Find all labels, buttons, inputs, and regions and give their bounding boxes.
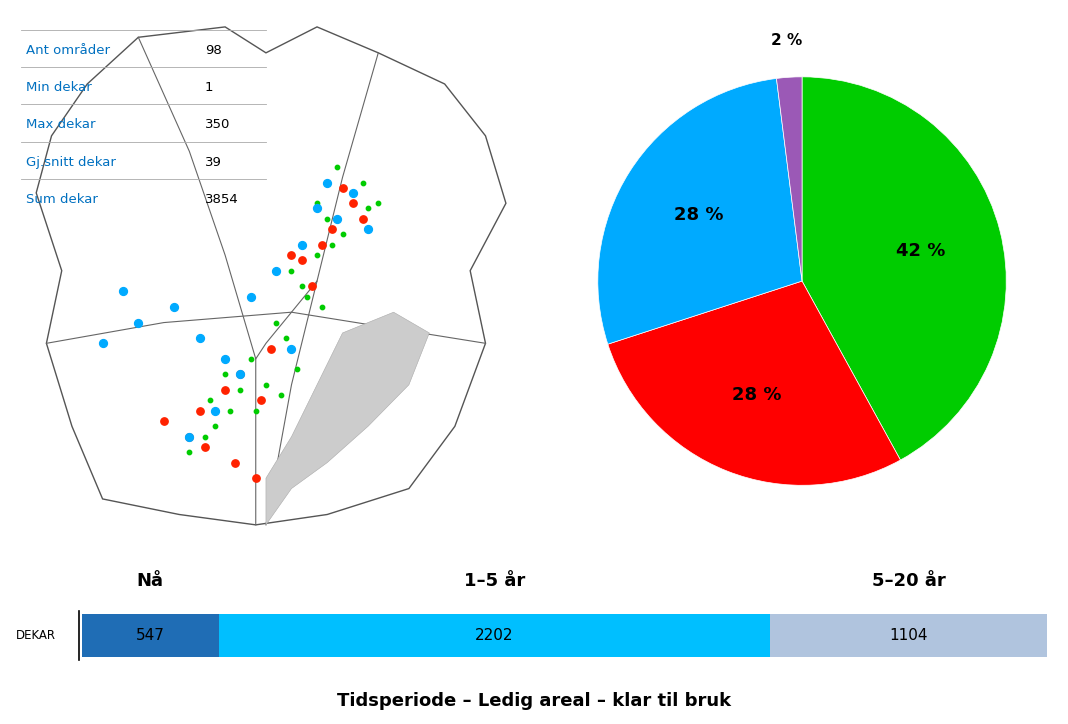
Point [344, 187, 361, 198]
Text: Ant områder: Ant områder [26, 43, 110, 56]
Point [114, 286, 131, 298]
Text: 98: 98 [205, 43, 221, 56]
Point [206, 405, 223, 416]
Text: Tidsperiode – Ledig areal – klar til bruk: Tidsperiode – Ledig areal – klar til bru… [336, 692, 732, 710]
Point [232, 384, 249, 396]
Text: Nå: Nå [137, 572, 163, 590]
Point [242, 353, 260, 365]
Point [242, 291, 260, 303]
Point [309, 203, 326, 214]
Point [303, 280, 320, 292]
Point [197, 441, 214, 452]
Point [318, 213, 335, 224]
Point [268, 265, 285, 277]
Point [288, 363, 305, 375]
Text: 350: 350 [205, 118, 230, 131]
Text: 5–20 år: 5–20 år [871, 572, 945, 590]
Text: 2202: 2202 [475, 628, 514, 643]
Text: 2 %: 2 % [771, 33, 802, 48]
Point [191, 405, 208, 416]
Text: 28 %: 28 % [674, 206, 723, 224]
Text: Gj.snitt dekar: Gj.snitt dekar [26, 156, 115, 169]
Point [283, 265, 300, 277]
Point [130, 317, 147, 329]
Point [232, 369, 249, 380]
Point [257, 379, 274, 391]
Text: Min dekar: Min dekar [26, 81, 92, 94]
Point [329, 161, 346, 173]
Point [217, 369, 234, 380]
Point [344, 187, 361, 198]
Text: 39: 39 [205, 156, 221, 169]
Point [268, 317, 285, 329]
Point [318, 177, 335, 188]
FancyBboxPatch shape [82, 614, 219, 657]
Point [180, 431, 198, 442]
Point [329, 213, 346, 224]
Point [180, 447, 198, 458]
Point [314, 301, 331, 313]
Point [232, 369, 249, 380]
Point [314, 239, 331, 251]
Wedge shape [802, 77, 1006, 460]
Point [166, 301, 183, 313]
Point [309, 249, 326, 261]
Point [283, 249, 300, 261]
FancyBboxPatch shape [770, 614, 1047, 657]
Point [344, 198, 361, 209]
Text: 28 %: 28 % [733, 386, 782, 404]
Point [201, 395, 218, 406]
Wedge shape [776, 77, 802, 281]
Point [334, 229, 351, 240]
Point [94, 337, 111, 349]
Point [324, 224, 341, 235]
Point [278, 332, 295, 344]
Point [222, 405, 239, 416]
Point [309, 198, 326, 209]
Point [217, 384, 234, 396]
Text: 547: 547 [136, 628, 164, 643]
Point [226, 457, 244, 468]
Point [293, 280, 310, 292]
Point [252, 395, 269, 406]
Point [191, 332, 208, 344]
Point [180, 431, 198, 442]
Text: 1: 1 [205, 81, 214, 94]
Point [334, 182, 351, 193]
Point [298, 291, 315, 303]
Wedge shape [608, 281, 900, 485]
Point [217, 353, 234, 365]
Polygon shape [266, 312, 429, 525]
Point [263, 342, 280, 354]
Text: Sum dekar: Sum dekar [26, 193, 98, 206]
Point [355, 213, 372, 224]
Point [360, 203, 377, 214]
Text: 42 %: 42 % [896, 242, 945, 260]
Text: Max dekar: Max dekar [26, 118, 95, 131]
Wedge shape [598, 78, 802, 344]
Point [360, 224, 377, 235]
Point [272, 390, 289, 401]
FancyBboxPatch shape [219, 614, 770, 657]
Point [247, 472, 264, 484]
Text: 1–5 år: 1–5 år [464, 572, 525, 590]
Point [206, 421, 223, 432]
Point [197, 431, 214, 442]
Text: DEKAR: DEKAR [16, 629, 56, 642]
Text: 3854: 3854 [205, 193, 238, 206]
Point [355, 177, 372, 188]
Point [324, 239, 341, 251]
Point [247, 405, 264, 416]
Point [293, 239, 310, 251]
Point [155, 416, 172, 427]
Point [370, 198, 387, 209]
Point [293, 255, 310, 266]
Point [283, 342, 300, 354]
Text: 1104: 1104 [890, 628, 928, 643]
